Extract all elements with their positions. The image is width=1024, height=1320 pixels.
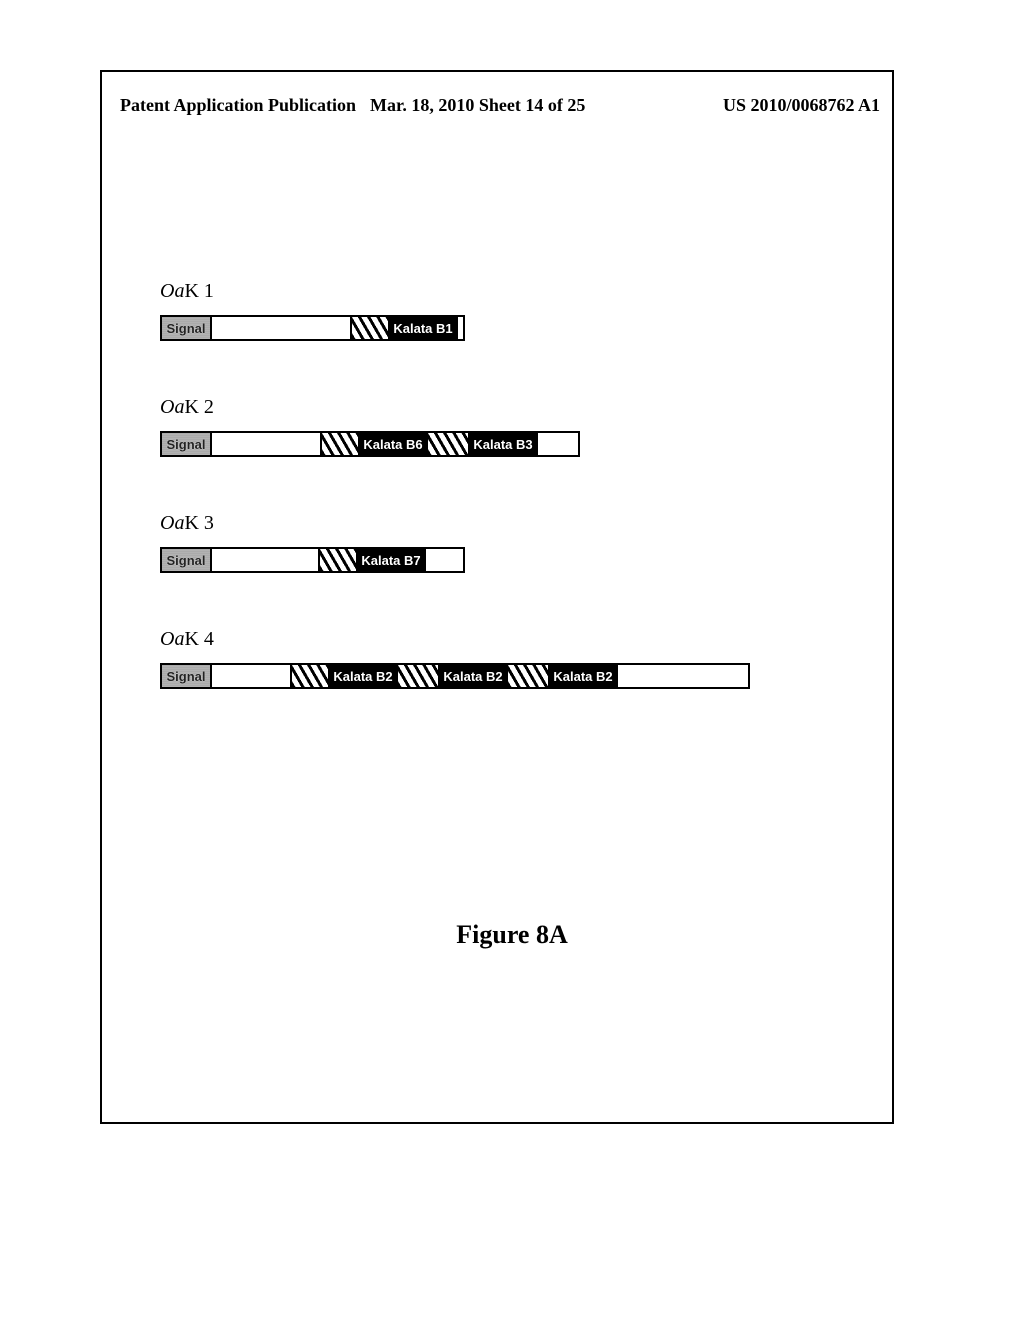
label-italic: Oa: [160, 628, 184, 650]
construct-label: OaK 4: [160, 628, 780, 651]
construct-label: OaK 2: [160, 396, 780, 419]
label-italic: Oa: [160, 396, 184, 418]
segment-signal: Signal: [162, 433, 212, 455]
segment-hatch: [292, 665, 330, 687]
segment-tail: [426, 549, 463, 571]
construct-2: OaK 2 Signal Kalata B6 Kalata B3: [160, 396, 780, 457]
header-right: US 2010/0068762 A1: [723, 95, 880, 116]
construct-4: OaK 4 Signal Kalata B2 Kalata B2 Kalata B2: [160, 628, 780, 689]
segment-signal: Signal: [162, 665, 212, 687]
segment-tail: [618, 665, 748, 687]
construct-1: OaK 1 Signal Kalata B1: [160, 280, 780, 341]
construct-label: OaK 1: [160, 280, 780, 303]
segment-tail: [538, 433, 578, 455]
segment-spacer: [212, 433, 322, 455]
segment-kalata: Kalata B2: [550, 665, 618, 687]
construct-bar: Signal Kalata B7: [160, 547, 465, 573]
segment-hatch: [322, 433, 360, 455]
segment-kalata: Kalata B1: [390, 317, 458, 339]
segment-signal: Signal: [162, 549, 212, 571]
segment-hatch: [398, 665, 440, 687]
segment-kalata: Kalata B2: [330, 665, 398, 687]
segment-spacer: [212, 549, 320, 571]
segment-tail: [458, 317, 463, 339]
construct-bar: Signal Kalata B6 Kalata B3: [160, 431, 580, 457]
segment-spacer: [212, 665, 292, 687]
segment-signal: Signal: [162, 317, 212, 339]
label-rest: K 1: [184, 280, 213, 302]
segment-hatch: [352, 317, 390, 339]
segment-kalata: Kalata B3: [470, 433, 538, 455]
figure-caption: Figure 8A: [0, 920, 1024, 950]
segment-kalata: Kalata B6: [360, 433, 428, 455]
segment-hatch: [508, 665, 550, 687]
segment-kalata: Kalata B2: [440, 665, 508, 687]
header-mid: Mar. 18, 2010 Sheet 14 of 25: [370, 95, 585, 116]
label-rest: K 2: [184, 396, 213, 418]
segment-hatch: [320, 549, 358, 571]
label-italic: Oa: [160, 280, 184, 302]
diagram-area: OaK 1SignalKalata B1OaK 2SignalKalata B6…: [160, 280, 780, 744]
construct-label: OaK 3: [160, 512, 780, 535]
label-rest: K 4: [184, 628, 213, 650]
segment-hatch: [428, 433, 470, 455]
construct-bar: Signal Kalata B1: [160, 315, 465, 341]
label-rest: K 3: [184, 512, 213, 534]
construct-3: OaK 3 Signal Kalata B7: [160, 512, 780, 573]
label-italic: Oa: [160, 512, 184, 534]
construct-bar: Signal Kalata B2 Kalata B2 Kalata B2: [160, 663, 750, 689]
header-left: Patent Application Publication: [120, 95, 356, 116]
segment-spacer: [212, 317, 352, 339]
segment-kalata: Kalata B7: [358, 549, 426, 571]
